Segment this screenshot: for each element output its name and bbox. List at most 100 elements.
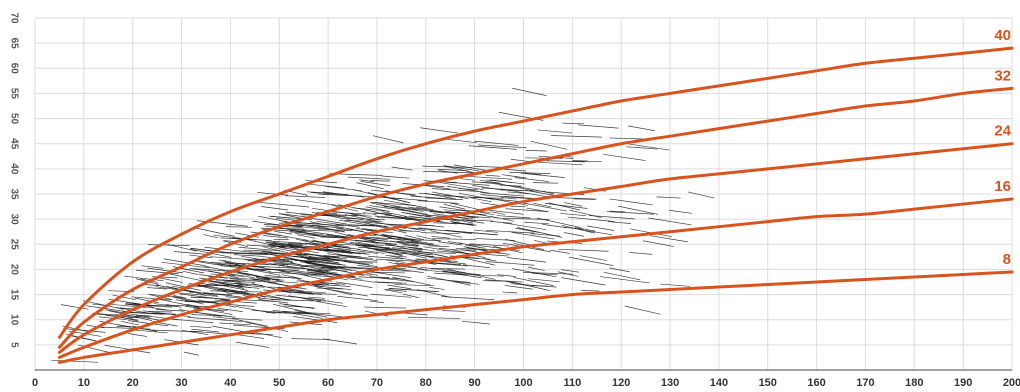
measurement-segment <box>300 261 344 268</box>
measurement-segment <box>416 206 434 210</box>
measurement-segment <box>442 271 481 275</box>
measurement-segment <box>208 282 249 291</box>
measurement-segment <box>420 232 460 235</box>
measurement-segment <box>374 215 427 221</box>
measurement-segment <box>163 258 206 267</box>
measurement-segment <box>510 158 531 163</box>
measurement-segment <box>560 213 587 217</box>
measurement-segment <box>461 175 513 180</box>
measurement-segment <box>338 219 374 227</box>
y-tick-label: 30 <box>9 214 20 226</box>
measurement-segment <box>295 223 345 233</box>
measurement-segment <box>532 182 559 184</box>
measurement-segment <box>166 286 207 296</box>
measurement-segment <box>607 211 655 215</box>
measurement-segment <box>175 299 192 303</box>
measurement-segment <box>373 212 392 215</box>
measurement-segment <box>279 227 320 237</box>
x-tick-label: 200 <box>1003 377 1020 389</box>
measurement-segment <box>183 300 233 303</box>
measurement-segment <box>561 277 606 286</box>
measurement-segment <box>346 219 384 227</box>
measurement-segment <box>500 168 527 172</box>
measurement-segment <box>306 261 347 266</box>
measurement-segment <box>381 233 422 241</box>
measurement-segment <box>443 165 480 172</box>
measurement-segment <box>257 265 310 270</box>
measurement-segment <box>293 316 338 323</box>
measurement-segment <box>372 135 404 144</box>
measurement-segment <box>165 303 181 308</box>
measurement-segment <box>141 265 164 269</box>
measurement-segment <box>388 288 440 292</box>
measurement-segment <box>426 275 471 286</box>
measurement-segment <box>418 192 464 198</box>
measurement-segment <box>373 234 401 238</box>
measurement-segment <box>217 288 253 297</box>
measurement-segment <box>609 137 648 140</box>
y-tick-label: 10 <box>9 314 20 326</box>
measurement-segment <box>359 245 402 257</box>
measurement-segment <box>307 217 348 225</box>
measurement-segment <box>184 351 199 356</box>
measurement-segment <box>254 294 291 301</box>
measurement-segment <box>420 127 458 134</box>
measurement-segment <box>407 206 456 215</box>
measurement-segment <box>617 205 659 215</box>
measurement-segment <box>370 180 390 182</box>
measurement-segment <box>469 197 492 203</box>
curve-24 <box>57 142 1014 354</box>
curve-32 <box>57 86 1014 349</box>
measurement-segment <box>157 298 203 309</box>
measurement-segment <box>416 258 466 265</box>
measurement-segment <box>349 241 388 249</box>
measurement-segment <box>230 273 255 279</box>
measurement-segment <box>530 140 568 150</box>
measurement-segment <box>271 269 300 271</box>
measurement-segment <box>281 274 303 280</box>
measurement-segment <box>542 224 567 229</box>
measurement-segment <box>69 335 98 342</box>
measurement-segment <box>322 235 371 240</box>
measurement-segment <box>370 293 412 298</box>
curve-label-24: 24 <box>994 123 1011 140</box>
measurement-segment <box>393 268 424 273</box>
measurement-segment <box>472 181 499 184</box>
measurement-segment <box>626 143 670 151</box>
measurement-segment <box>272 303 312 314</box>
measurement-segment <box>258 299 288 304</box>
y-tick-label: 70 <box>9 12 20 24</box>
measurement-segment <box>603 271 641 281</box>
measurement-segment <box>504 285 533 290</box>
measurement-segment <box>460 178 475 181</box>
measurement-segment <box>120 320 140 326</box>
measurement-segment <box>466 220 485 224</box>
measurement-segment <box>296 280 346 285</box>
y-tick-label: 55 <box>9 88 20 100</box>
measurement-segment <box>460 215 476 219</box>
measurement-segment <box>147 244 190 247</box>
measurement-segment <box>268 215 291 219</box>
measurement-segment <box>285 211 317 216</box>
measurement-segment <box>588 215 635 220</box>
measurement-segment <box>549 249 570 254</box>
measurement-segment <box>371 237 389 241</box>
measurement-segment <box>305 183 345 189</box>
measurement-segment <box>347 278 376 283</box>
x-tick-label: 30 <box>175 377 187 389</box>
measurement-segment <box>243 258 269 265</box>
measurement-segment <box>609 210 625 213</box>
measurement-segment <box>182 270 198 275</box>
measurement-segment <box>473 165 503 168</box>
measurement-segment <box>513 276 554 287</box>
measurement-segment <box>131 296 171 301</box>
measurement-segment <box>382 235 399 240</box>
measurement-segment <box>474 229 498 233</box>
measurement-segment <box>537 129 573 134</box>
x-tick-label: 50 <box>273 377 285 389</box>
y-tick-label: 15 <box>9 289 20 301</box>
measurement-segment <box>222 288 243 293</box>
measurement-segment <box>524 221 550 225</box>
measurement-segment <box>453 164 486 171</box>
measurement-segment <box>204 246 253 253</box>
